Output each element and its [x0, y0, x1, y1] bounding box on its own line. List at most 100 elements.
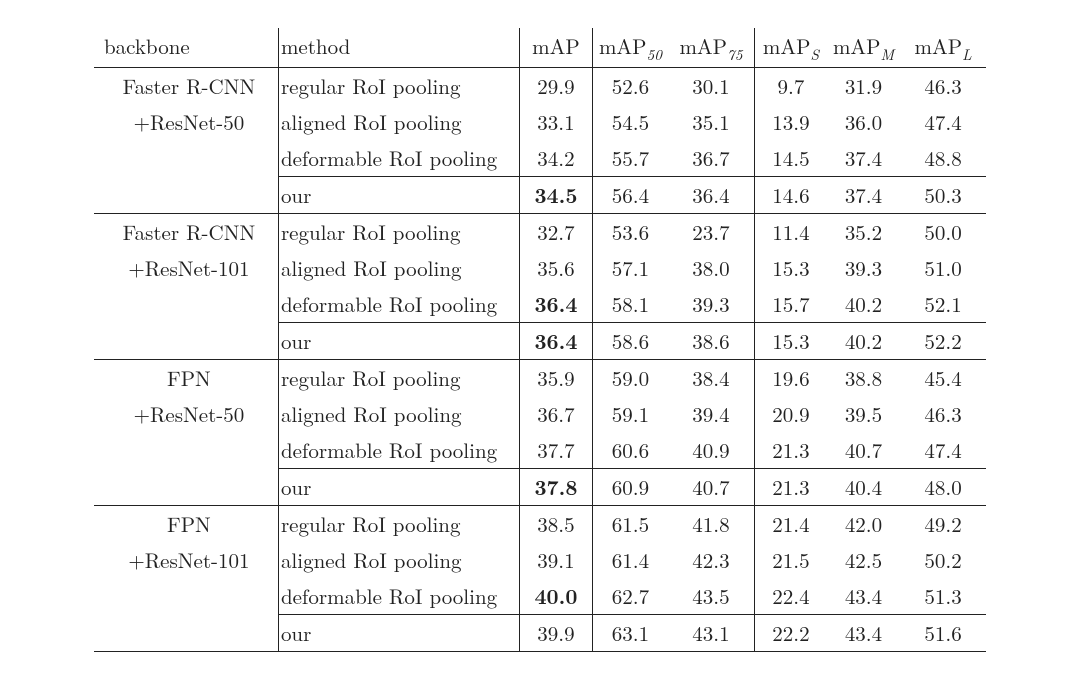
cell-maps: 11.4 — [754, 214, 827, 251]
method-label: regular RoI pooling — [278, 360, 519, 397]
cell-map75: 43.1 — [668, 615, 755, 652]
cell-mapm: 40.2 — [827, 286, 900, 323]
backbone-label: +ResNet-101 — [94, 542, 279, 578]
header-row: backbone method mAP mAP50 mAP75 mAPS mAP… — [94, 28, 986, 68]
cell-mapm: 42.0 — [827, 506, 900, 543]
cell-map: 37.8 — [519, 469, 592, 506]
cell-maps: 21.3 — [754, 432, 827, 469]
table-row: our 37.8 60.9 40.7 21.3 40.4 48.0 — [94, 469, 986, 506]
method-label: regular RoI pooling — [278, 68, 519, 105]
table-row: deformable RoI pooling 36.4 58.1 39.3 15… — [94, 286, 986, 323]
cell-mapm: 39.3 — [827, 250, 900, 286]
cell-maps: 21.4 — [754, 506, 827, 543]
table-row: our 39.9 63.1 43.1 22.2 43.4 51.6 — [94, 615, 986, 652]
cell-maps: 14.5 — [754, 140, 827, 177]
method-label: our — [278, 469, 519, 506]
method-label: our — [278, 323, 519, 360]
table-row: our 36.4 58.6 38.6 15.3 40.2 52.2 — [94, 323, 986, 360]
table-row: deformable RoI pooling 37.7 60.6 40.9 21… — [94, 432, 986, 469]
cell-map75: 38.6 — [668, 323, 755, 360]
cell-map: 38.5 — [519, 506, 592, 543]
cell-mapm: 36.0 — [827, 104, 900, 140]
cell-map50: 58.6 — [592, 323, 668, 360]
cell-map75: 36.4 — [668, 177, 755, 214]
backbone-label: +ResNet-50 — [94, 396, 279, 432]
table-row: Faster R-CNN regular RoI pooling 29.9 52… — [94, 68, 986, 105]
cell-map50: 60.6 — [592, 432, 668, 469]
cell-map50: 61.4 — [592, 542, 668, 578]
cell-map: 35.6 — [519, 250, 592, 286]
method-label: our — [278, 177, 519, 214]
backbone-label: Faster R-CNN — [94, 68, 279, 105]
cell-map75: 40.7 — [668, 469, 755, 506]
method-label: aligned RoI pooling — [278, 250, 519, 286]
cell-maps: 15.3 — [754, 323, 827, 360]
cell-map50: 59.0 — [592, 360, 668, 397]
cell-map50: 56.4 — [592, 177, 668, 214]
cell-map75: 40.9 — [668, 432, 755, 469]
backbone-label: +ResNet-50 — [94, 104, 279, 140]
cell-maps: 15.7 — [754, 286, 827, 323]
method-label: aligned RoI pooling — [278, 104, 519, 140]
method-label: aligned RoI pooling — [278, 396, 519, 432]
cell-maps: 15.3 — [754, 250, 827, 286]
table-row: +ResNet-50 aligned RoI pooling 33.1 54.5… — [94, 104, 986, 140]
cell-maps: 19.6 — [754, 360, 827, 397]
method-label: deformable RoI pooling — [278, 286, 519, 323]
cell-map75: 41.8 — [668, 506, 755, 543]
cell-map50: 62.7 — [592, 578, 668, 615]
backbone-label: FPN — [94, 506, 279, 543]
cell-map: 34.2 — [519, 140, 592, 177]
cell-map: 32.7 — [519, 214, 592, 251]
col-map75: mAP75 — [668, 28, 755, 68]
cell-map75: 43.5 — [668, 578, 755, 615]
cell-map50: 55.7 — [592, 140, 668, 177]
backbone-label: Faster R-CNN — [94, 214, 279, 251]
table-row: deformable RoI pooling 34.2 55.7 36.7 14… — [94, 140, 986, 177]
table-row: FPN regular RoI pooling 38.5 61.5 41.8 2… — [94, 506, 986, 543]
cell-map50: 59.1 — [592, 396, 668, 432]
cell-mapl: 51.0 — [900, 250, 986, 286]
cell-map: 40.0 — [519, 578, 592, 615]
cell-mapm: 38.8 — [827, 360, 900, 397]
cell-mapl: 52.1 — [900, 286, 986, 323]
cell-mapm: 37.4 — [827, 177, 900, 214]
cell-maps: 13.9 — [754, 104, 827, 140]
cell-map: 29.9 — [519, 68, 592, 105]
cell-maps: 20.9 — [754, 396, 827, 432]
col-map50: mAP50 — [592, 28, 668, 68]
cell-map75: 38.0 — [668, 250, 755, 286]
cell-map75: 35.1 — [668, 104, 755, 140]
cell-map: 36.7 — [519, 396, 592, 432]
cell-map75: 42.3 — [668, 542, 755, 578]
cell-mapm: 35.2 — [827, 214, 900, 251]
cell-map75: 36.7 — [668, 140, 755, 177]
cell-map75: 38.4 — [668, 360, 755, 397]
cell-map: 39.1 — [519, 542, 592, 578]
method-label: regular RoI pooling — [278, 506, 519, 543]
cell-mapm: 40.7 — [827, 432, 900, 469]
cell-map: 36.4 — [519, 286, 592, 323]
col-method: method — [278, 28, 519, 68]
backbone-label: FPN — [94, 360, 279, 397]
col-mapm: mAPM — [827, 28, 900, 68]
cell-map75: 39.4 — [668, 396, 755, 432]
table-row: Faster R-CNN regular RoI pooling 32.7 53… — [94, 214, 986, 251]
cell-map: 35.9 — [519, 360, 592, 397]
cell-maps: 22.2 — [754, 615, 827, 652]
backbone-label: +ResNet-101 — [94, 250, 279, 286]
col-mapl: mAPL — [900, 28, 986, 68]
col-map: mAP — [519, 28, 592, 68]
cell-map50: 60.9 — [592, 469, 668, 506]
table-row: +ResNet-101 aligned RoI pooling 35.6 57.… — [94, 250, 986, 286]
cell-mapm: 40.4 — [827, 469, 900, 506]
table-row: +ResNet-50 aligned RoI pooling 36.7 59.1… — [94, 396, 986, 432]
method-label: deformable RoI pooling — [278, 432, 519, 469]
cell-mapl: 51.6 — [900, 615, 986, 652]
table-row: deformable RoI pooling 40.0 62.7 43.5 22… — [94, 578, 986, 615]
cell-map75: 30.1 — [668, 68, 755, 105]
cell-mapm: 40.2 — [827, 323, 900, 360]
cell-mapl: 46.3 — [900, 68, 986, 105]
table-row: +ResNet-101 aligned RoI pooling 39.1 61.… — [94, 542, 986, 578]
cell-mapl: 49.2 — [900, 506, 986, 543]
